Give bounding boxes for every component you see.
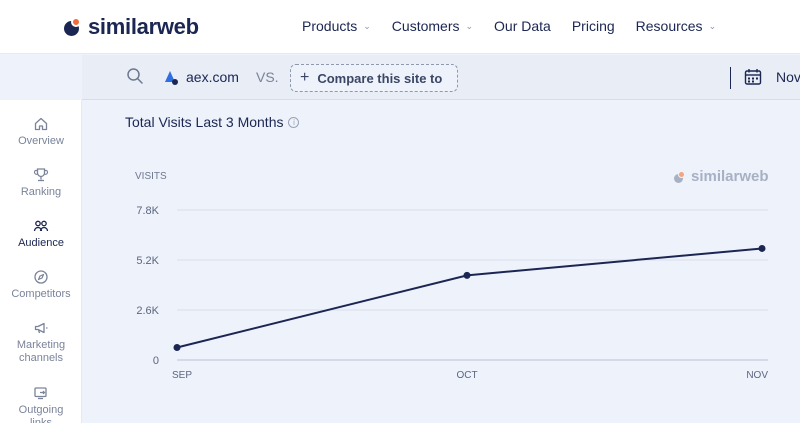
- sidebar-item-label: Ranking: [20, 186, 62, 198]
- watermark-text: similarweb: [691, 168, 769, 185]
- y-axis-label: VISITS: [135, 171, 167, 182]
- x-tick-label: OCT: [456, 370, 477, 381]
- info-icon[interactable]: i: [288, 116, 300, 128]
- sidebar: Overview Ranking Audience Competitors Ma…: [0, 100, 82, 423]
- vs-label: VS.: [256, 69, 279, 85]
- nav-item-label: Pricing: [571, 18, 615, 34]
- trophy-icon: [33, 168, 49, 182]
- sidebar-item-label: Outgoing links: [18, 404, 64, 423]
- top-navigation: similarweb Products ⌄ Customers ⌄ Our Data…: [0, 0, 800, 54]
- site-search-bar: aex.com VS. + Compare this site to Nov: [82, 55, 800, 100]
- x-tick-label: NOV: [746, 370, 768, 381]
- brand-logo[interactable]: similarweb: [64, 14, 199, 40]
- date-range[interactable]: Nov: [776, 69, 800, 85]
- data-point: [463, 271, 471, 279]
- sidebar-item-overview[interactable]: Overview: [0, 116, 82, 148]
- chevron-down-icon: ⌄: [708, 20, 717, 31]
- site-domain[interactable]: aex.com: [186, 69, 239, 85]
- compare-button-label: Compare this site to: [317, 70, 443, 86]
- data-point: [758, 244, 766, 252]
- sidebar-item-outgoing-links[interactable]: Outgoing links: [0, 385, 82, 423]
- nav-item-label: Our Data: [494, 18, 551, 34]
- main-content: Total Visits Last 3 Months i similarweb …: [82, 100, 800, 423]
- sidebar-item-label: Competitors: [11, 288, 71, 300]
- site-favicon-icon: [162, 68, 180, 86]
- panel-title: Total Visits Last 3 Months i: [125, 114, 300, 130]
- sidebar-item-competitors[interactable]: Competitors: [0, 269, 82, 301]
- series-line-visits: [176, 247, 763, 349]
- calendar-icon[interactable]: [744, 68, 762, 91]
- nav-item-label: Products: [302, 18, 358, 34]
- plus-icon: +: [300, 69, 310, 86]
- sidebar-item-label: Audience: [18, 237, 64, 249]
- sidebar-item-label: Marketing channels: [16, 339, 66, 364]
- divider: [730, 67, 731, 89]
- nav-item-pricing[interactable]: Pricing: [572, 18, 615, 34]
- nav-item-resources[interactable]: Resources ⌄: [636, 18, 716, 34]
- sidebar-item-audience[interactable]: Audience: [0, 218, 82, 250]
- x-tick-label: SEP: [172, 370, 192, 381]
- sidebar-item-marketing-channels[interactable]: Marketing channels: [0, 320, 82, 365]
- brand-name: similarweb: [88, 14, 199, 39]
- data-point: [173, 344, 181, 351]
- similarweb-logo-icon: [64, 16, 82, 38]
- watermark: similarweb: [674, 168, 769, 185]
- home-icon: [34, 117, 48, 131]
- chevron-down-icon: ⌄: [465, 20, 474, 31]
- nav-links: Products ⌄ Customers ⌄ Our Data Pricing Re…: [302, 18, 737, 34]
- nav-item-customers[interactable]: Customers ⌄: [392, 18, 473, 34]
- megaphone-icon: [34, 322, 48, 334]
- y-tick-label: 5.2K: [136, 255, 159, 267]
- outgoing-icon: [34, 387, 47, 400]
- y-tick-label: 7.8K: [136, 205, 159, 217]
- nav-item-label: Customers: [391, 18, 460, 34]
- chevron-down-icon: ⌄: [363, 20, 371, 31]
- search-icon[interactable]: [126, 67, 144, 90]
- compass-icon: [34, 270, 48, 284]
- people-icon: [33, 220, 49, 232]
- y-tick-label: 2.6K: [136, 305, 159, 317]
- similarweb-logo-icon: [674, 170, 686, 183]
- sidebar-item-ranking[interactable]: Ranking: [0, 167, 82, 199]
- nav-item-products[interactable]: Products ⌄: [302, 18, 371, 34]
- nav-item-our-data[interactable]: Our Data: [494, 18, 551, 34]
- sidebar-item-label: Overview: [18, 135, 64, 147]
- nav-item-label: Resources: [635, 18, 703, 34]
- y-tick-label: 0: [153, 355, 159, 367]
- panel-title-text: Total Visits Last 3 Months: [125, 114, 284, 130]
- visits-line-chart: VISITS 0 2.6K 5.2K 7.8K SEP OCT NOV: [135, 171, 768, 381]
- compare-site-button[interactable]: + Compare this site to: [290, 64, 458, 92]
